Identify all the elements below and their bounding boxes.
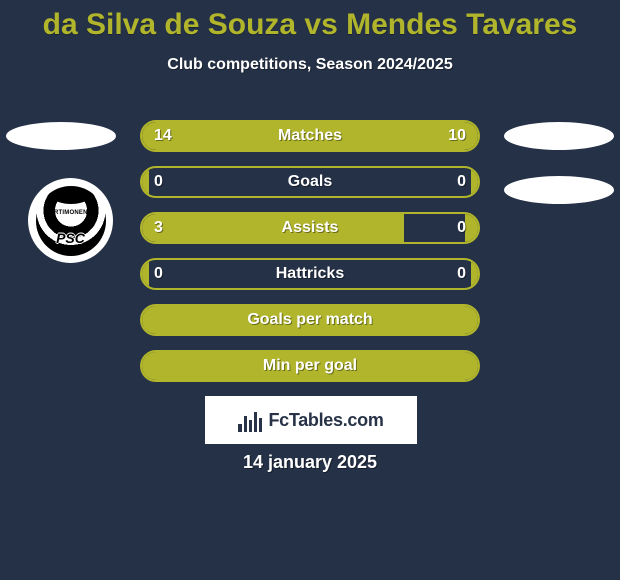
club-badge-abbrev: PSC — [56, 230, 85, 246]
stat-row-goals: 00Goals — [140, 166, 480, 198]
page-title: da Silva de Souza vs Mendes Tavares — [0, 0, 620, 42]
club-badge-name: PORTIMONENSE — [45, 210, 96, 216]
page-subtitle: Club competitions, Season 2024/2025 — [0, 56, 620, 74]
player-right-placeholder-ellipse-2 — [504, 176, 614, 204]
club-badge: PORTIMONENSE PSC — [28, 178, 113, 263]
eagle-icon — [47, 190, 95, 212]
stat-label: Min per goal — [142, 352, 478, 380]
stat-row-min-per-goal: Min per goal — [140, 350, 480, 382]
player-left-placeholder-ellipse — [6, 122, 116, 150]
stat-label: Hattricks — [142, 260, 478, 288]
stat-label: Matches — [142, 122, 478, 150]
stat-row-assists: 30Assists — [140, 212, 480, 244]
stat-row-goals-per-match: Goals per match — [140, 304, 480, 336]
club-badge-inner: PORTIMONENSE PSC — [36, 186, 106, 256]
date-text: 14 january 2025 — [0, 452, 620, 473]
stats-bars: 1410Matches 00Goals 30Assists 00Hattricks Go… — [140, 120, 480, 396]
brand-logo-icon — [238, 408, 262, 432]
stat-row-matches: 1410Matches — [140, 120, 480, 152]
stat-label: Goals per match — [142, 306, 478, 334]
brand-box: FcTables.com — [205, 396, 417, 444]
brand-text: FcTables.com — [268, 410, 383, 431]
stat-label: Assists — [142, 214, 478, 242]
stat-label: Goals — [142, 168, 478, 196]
stat-row-hattricks: 00Hattricks — [140, 258, 480, 290]
player-right-placeholder-ellipse-1 — [504, 122, 614, 150]
